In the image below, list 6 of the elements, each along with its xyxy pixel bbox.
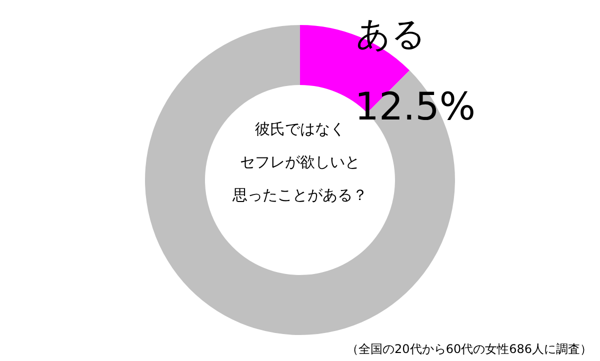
text: セフレが欲しいと (240, 153, 360, 171)
text: 思ったことがある？ (232, 186, 368, 204)
text: 彼氏ではなく (255, 120, 345, 138)
slice-label: ある (356, 14, 426, 55)
text: （全国の20代から60代の女性686人に調査） (346, 342, 592, 356)
data-label: 12.5% (354, 84, 476, 129)
